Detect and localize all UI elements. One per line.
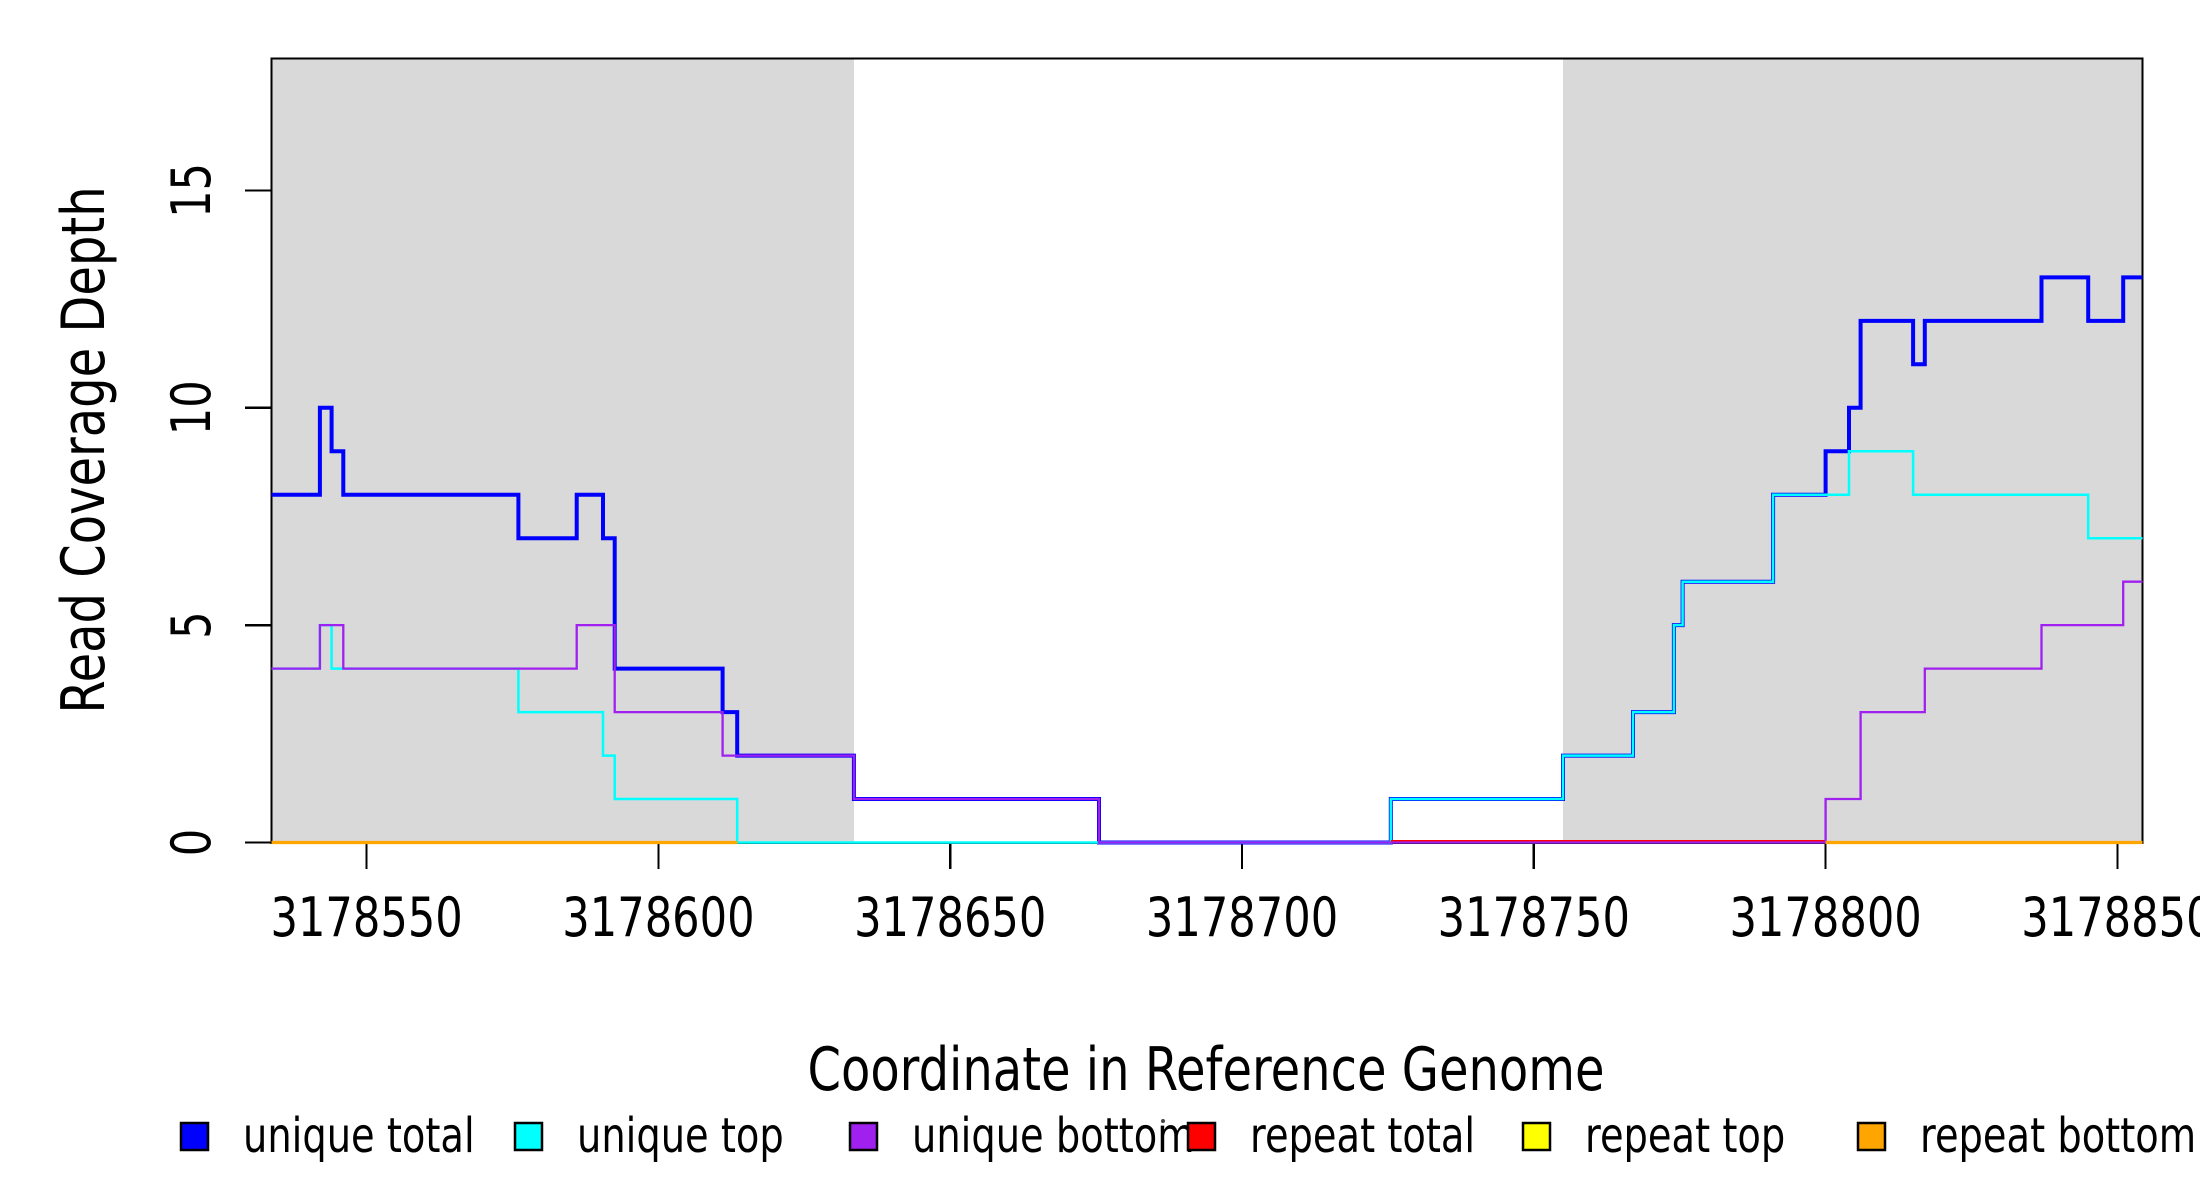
- x-tick-label: 3178600: [562, 886, 754, 949]
- legend-swatch-unique-top: [513, 1121, 544, 1152]
- legend-label-unique-top: unique top: [577, 1109, 784, 1164]
- legend-label-repeat-total: repeat total: [1250, 1109, 1475, 1164]
- legend-item-repeat-top: repeat top: [1521, 1109, 1785, 1164]
- legend-item-unique-total: unique total: [179, 1109, 475, 1164]
- legend-label-unique-total: unique total: [243, 1109, 475, 1164]
- series-lines: [271, 275, 2143, 845]
- series-line-unique-top: [271, 450, 2143, 844]
- legend-label-repeat-bottom: repeat bottom: [1920, 1109, 2196, 1164]
- legend-item-repeat-bottom: repeat bottom: [1856, 1109, 2196, 1164]
- y-tick-label: 0: [160, 829, 223, 856]
- legend-swatch-repeat-total: [1186, 1121, 1217, 1152]
- x-tick-label: 3178800: [1729, 886, 1921, 949]
- legend: unique total unique top unique bottom re…: [179, 1109, 2196, 1164]
- legend-label-unique-bottom: unique bottom: [912, 1109, 1195, 1164]
- shaded-band-0: [271, 59, 854, 843]
- legend-label-repeat-top: repeat top: [1585, 1109, 1785, 1164]
- x-tick-label: 3178650: [854, 886, 1046, 949]
- legend-swatch-unique-total: [179, 1121, 210, 1152]
- x-axis-title: Coordinate in Reference Genome: [807, 1035, 1604, 1105]
- y-tick-label: 5: [160, 611, 223, 638]
- x-tick-label: 3178700: [1146, 886, 1338, 949]
- legend-item-repeat-total: repeat total: [1186, 1109, 1475, 1164]
- x-tick-label: 3178550: [270, 886, 462, 949]
- x-tick-label: 3178850: [2021, 886, 2200, 949]
- legend-swatch-unique-bottom: [848, 1121, 879, 1152]
- y-axis: 0 5 10 15: [160, 163, 271, 856]
- y-tick-label: 10: [160, 380, 223, 435]
- x-tick-label: 3178750: [1438, 886, 1630, 949]
- y-axis-title: Read Coverage Depth: [49, 186, 119, 713]
- series-line-unique-bottom: [271, 580, 2143, 844]
- legend-item-unique-top: unique top: [513, 1109, 784, 1164]
- y-tick-label: 15: [160, 163, 223, 218]
- artifact-dot: [1161, 1119, 1165, 1123]
- legend-item-unique-bottom: unique bottom: [848, 1109, 1195, 1164]
- x-axis: 3178550 3178600 3178650 3178700 3178750 31788…: [270, 843, 2200, 949]
- legend-swatch-repeat-top: [1521, 1121, 1552, 1152]
- legend-swatch-repeat-bottom: [1856, 1121, 1887, 1152]
